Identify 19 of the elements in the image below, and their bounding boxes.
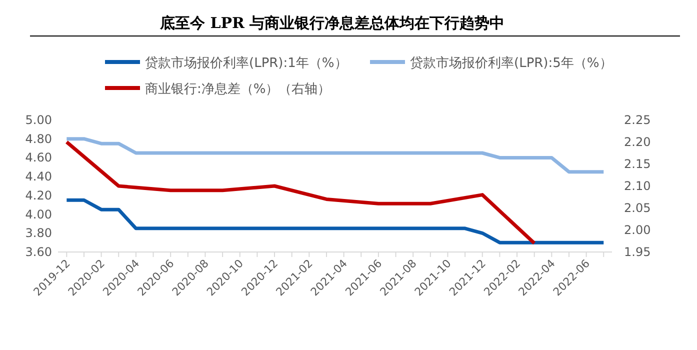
y2-tick-label: 2.05: [624, 201, 651, 215]
y-tick-label: 4.80: [25, 132, 52, 146]
y-tick-label: 4.00: [25, 207, 52, 222]
y-tick-label: 4.40: [25, 170, 52, 184]
y-tick-label: 4.60: [25, 150, 52, 165]
y2-tick-label: 1.95: [624, 245, 651, 259]
y-tick-label: 3.60: [25, 245, 52, 259]
chart-title: 底至今 LPR 与商业银行净息差总体均在下行趋势中: [159, 14, 505, 32]
y-tick-label: 5.00: [25, 113, 52, 127]
y-tick-label: 3.80: [25, 226, 52, 240]
y2-tick-label: 2.00: [624, 223, 651, 237]
y2-tick-label: 2.20: [624, 135, 651, 149]
y2-tick-label: 2.10: [624, 179, 651, 193]
y-tick-label: 4.20: [25, 188, 52, 202]
legend-label: 商业银行:净息差（%）（右轴）: [145, 82, 331, 97]
legend-label: 贷款市场报价利率(LPR):1年（%）: [145, 55, 348, 71]
y2-tick-label: 2.15: [624, 157, 651, 171]
y2-tick-label: 2.25: [624, 113, 651, 127]
legend-label: 贷款市场报价利率(LPR):5年（%）: [410, 55, 612, 71]
